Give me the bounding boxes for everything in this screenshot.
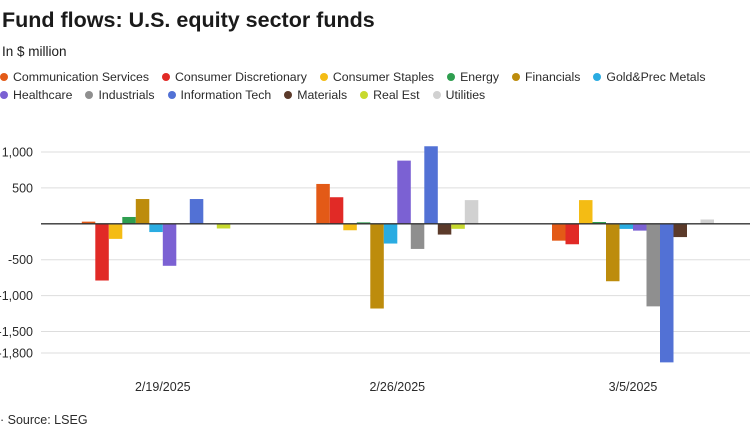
- svg-text:2/26/2025: 2/26/2025: [369, 380, 425, 394]
- svg-text:2/19/2025: 2/19/2025: [135, 380, 191, 394]
- svg-text:500: 500: [12, 181, 33, 195]
- svg-text:-1,500: -1,500: [0, 325, 33, 339]
- svg-text:-1,000: -1,000: [0, 289, 33, 303]
- svg-text:-500: -500: [8, 253, 33, 267]
- svg-text:1,000: 1,000: [2, 146, 33, 160]
- svg-text:-1,800: -1,800: [0, 347, 33, 361]
- svg-text:3/5/2025: 3/5/2025: [609, 380, 658, 394]
- svg-text:· Source: LSEG: · Source: LSEG: [0, 413, 88, 427]
